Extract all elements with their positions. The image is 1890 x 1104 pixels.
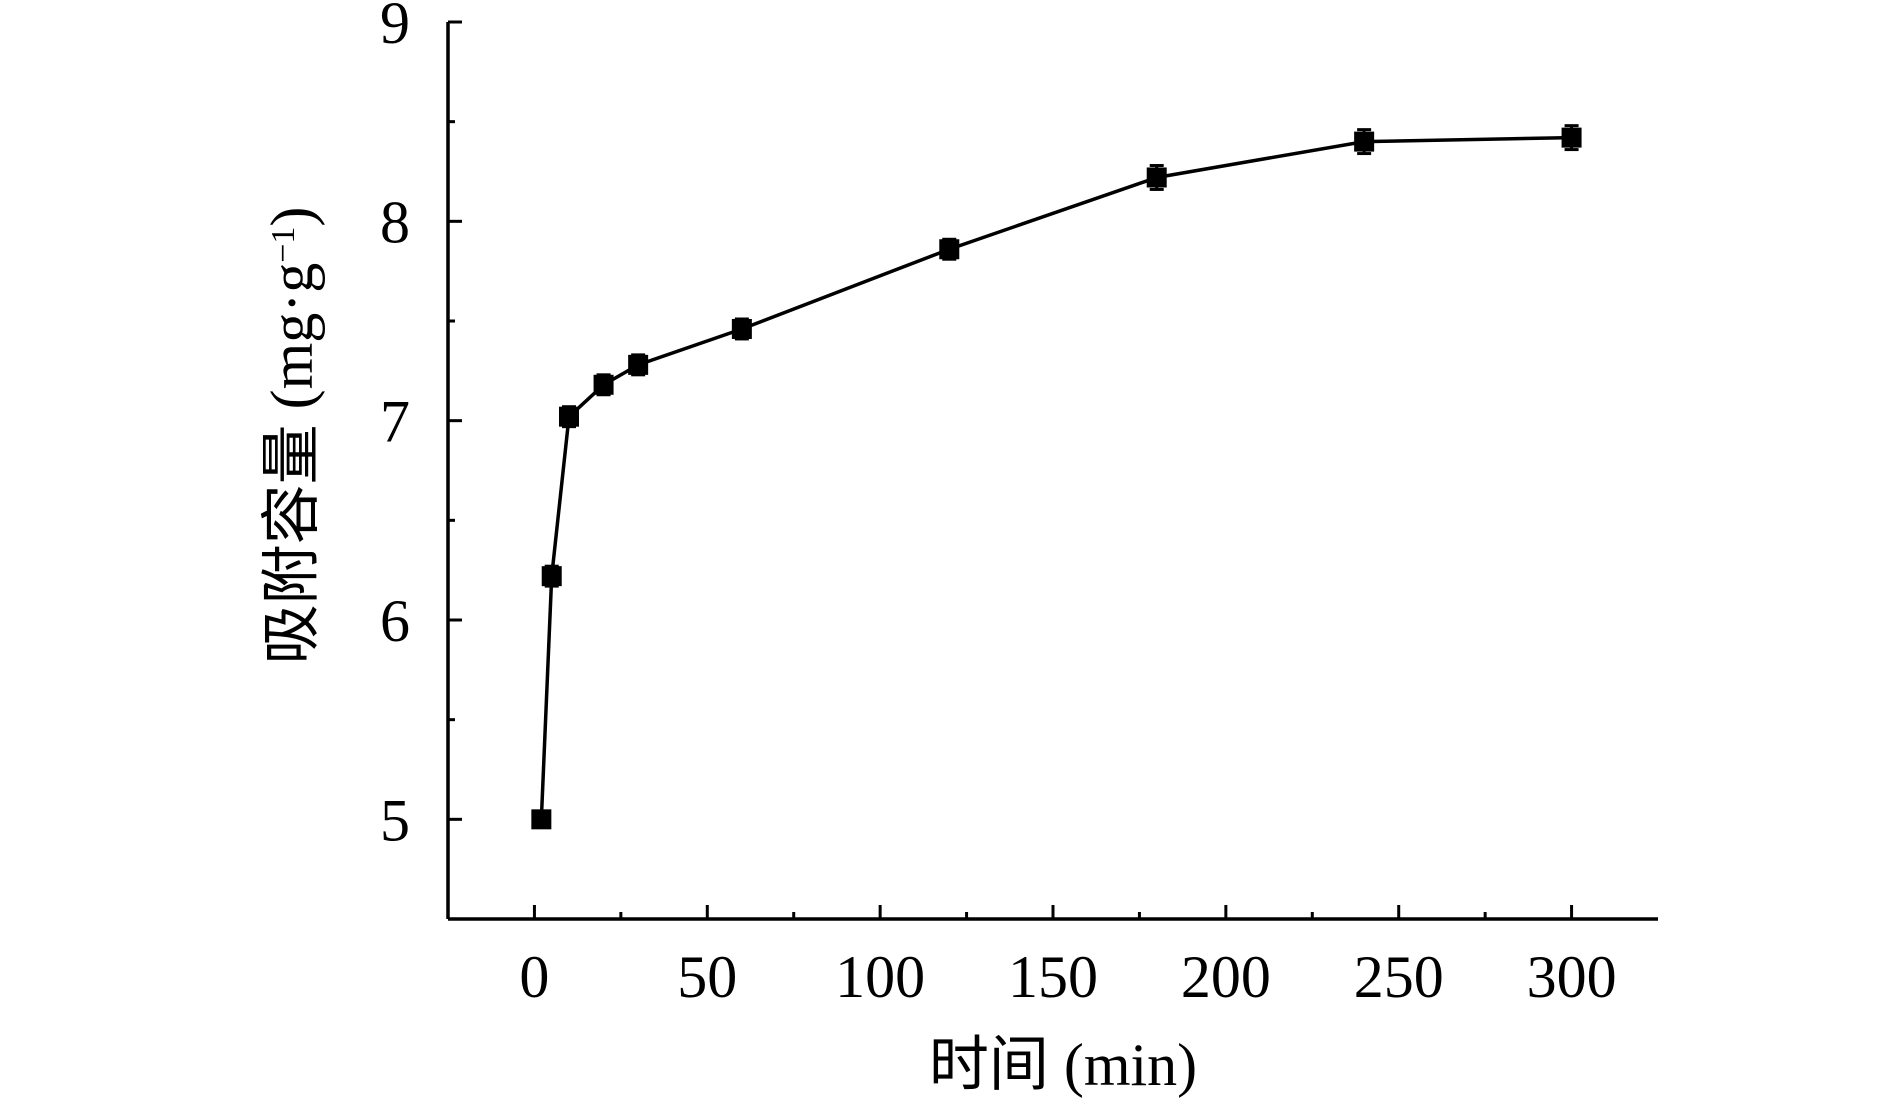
y-tick-label: 6 bbox=[380, 588, 410, 654]
x-tick-label: 200 bbox=[1181, 944, 1271, 1010]
data-point bbox=[1561, 127, 1582, 148]
y-axis-label-main: 吸附容量 (mg·g bbox=[259, 263, 325, 665]
data-point bbox=[593, 374, 614, 395]
y-tick-label: 7 bbox=[380, 389, 410, 455]
y-axis-label: 吸附容量 (mg·g−1) bbox=[259, 207, 325, 665]
data-point bbox=[559, 406, 579, 427]
y-axis-label-close: ) bbox=[259, 207, 325, 227]
x-tick-label: 0 bbox=[519, 944, 549, 1010]
data-point bbox=[1354, 131, 1375, 152]
data-point bbox=[531, 809, 552, 830]
data-point bbox=[939, 239, 960, 260]
series-line bbox=[539, 135, 1572, 820]
y-tick-label: 5 bbox=[380, 787, 410, 853]
x-tick-label: 300 bbox=[1527, 944, 1617, 1010]
ticks: 0 50 100 150 200 250 300 5 6 7 8 9 bbox=[380, 0, 1617, 1010]
axes bbox=[446, 22, 1658, 921]
data-point bbox=[731, 318, 752, 339]
series bbox=[531, 124, 1582, 830]
y-tick-label: 9 bbox=[380, 0, 410, 56]
x-tick-label: 50 bbox=[677, 944, 737, 1010]
data-point bbox=[1146, 167, 1167, 188]
data-point bbox=[541, 566, 562, 587]
x-tick-label: 150 bbox=[1008, 944, 1098, 1010]
data-point bbox=[628, 354, 649, 375]
x-tick-label: 250 bbox=[1354, 944, 1444, 1010]
y-tick-label: 8 bbox=[380, 189, 410, 255]
y-axis-label-superscript: −1 bbox=[265, 227, 302, 263]
x-axis-label: 时间 (min) bbox=[929, 1032, 1197, 1098]
x-tick-label: 100 bbox=[835, 944, 925, 1010]
